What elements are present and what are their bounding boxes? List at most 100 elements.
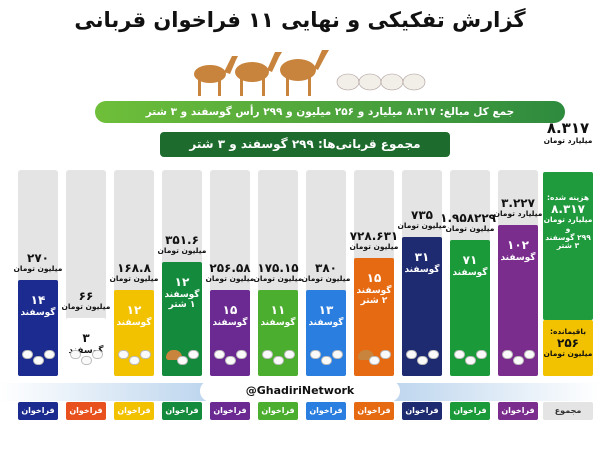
- amount-unit: میلیون تومان: [109, 274, 159, 284]
- animal-icon: [321, 356, 332, 365]
- amount-value: ۳۸۰: [315, 261, 337, 275]
- count-unit: گوسفند: [308, 317, 344, 328]
- amount-unit: میلیون تومان: [253, 274, 303, 284]
- amount-value: ۱۶۸.۸: [117, 261, 151, 275]
- count-unit: گوسفند: [212, 317, 248, 328]
- spent-text: ۲۹۹ گوسفند: [545, 232, 591, 242]
- count-value: ۳: [82, 331, 90, 345]
- count-value: ۱۱: [270, 303, 286, 317]
- amount-value: ۳۵۱.۶: [165, 233, 199, 247]
- column-label: فراخوان ۱: [18, 402, 58, 433]
- spent-text: ۳ شتر: [556, 241, 580, 251]
- animal-icon: [428, 350, 439, 359]
- total-label: مجموع: [543, 402, 593, 420]
- amount: ۱۶۸.۸ میلیون تومان: [108, 261, 160, 284]
- animal-icon: [225, 356, 236, 365]
- column-label: فراخوان ۲: [66, 402, 106, 433]
- animal-icon: [44, 350, 55, 359]
- column-label: فراخوان ۱۰: [450, 402, 490, 433]
- count-unit: گوسفند: [356, 285, 392, 296]
- count-unit: گوسفند: [404, 264, 440, 275]
- amount-unit: میلیون تومان: [445, 224, 495, 234]
- count-value: ۱۳: [318, 303, 334, 317]
- count-value: ۱۲: [174, 275, 190, 289]
- watermark: @GhadiriNetwork: [200, 380, 400, 402]
- amount-unit: میلیون تومان: [349, 242, 399, 252]
- amount-value: ۱۷۵.۱۵: [257, 261, 299, 275]
- amount-value: ۲۵۶.۵۸: [209, 261, 251, 275]
- remaining-text: ۲۵۶: [557, 335, 579, 350]
- count-unit: گوسفند: [20, 307, 56, 318]
- amount-unit: میلیون تومان: [205, 274, 255, 284]
- count-value: ۱۴: [30, 293, 46, 307]
- total-amount: ۸.۳۱۷ میلیارد تومان: [537, 120, 599, 145]
- animal-icon: [22, 350, 33, 359]
- animals-illustration: [194, 50, 426, 96]
- animal-icon: [417, 356, 428, 365]
- animal-icon: [465, 356, 476, 365]
- animal-icon: [166, 350, 182, 360]
- animal-icon: [214, 350, 225, 359]
- amount-value: ۲۷۰: [27, 251, 49, 265]
- animal-icon: [140, 350, 151, 359]
- count-unit: گوسفند: [116, 317, 152, 328]
- amount-value: ۶۶: [78, 289, 94, 303]
- column-label: فراخوان ۱۱: [498, 402, 538, 433]
- column-label: فراخوان ۴: [162, 402, 202, 433]
- amount: ۲۵۶.۵۸ میلیون تومان: [204, 261, 256, 284]
- animal-icon: [513, 356, 524, 365]
- column-label: فراخوان ۶: [258, 402, 298, 433]
- animal-icon: [502, 350, 513, 359]
- count-unit: گوسفند: [452, 267, 488, 278]
- animal-icon: [81, 356, 92, 365]
- column-label: فراخوان ۹: [402, 402, 442, 433]
- count-value: ۷۱: [462, 253, 478, 267]
- spent-text: هزینه شده:: [546, 193, 590, 202]
- animal-icon: [358, 350, 374, 360]
- amount: ۱۷۵.۱۵ میلیون تومان: [252, 261, 304, 284]
- amount-unit: میلیون تومان: [13, 264, 63, 274]
- animal-icon: [177, 356, 188, 365]
- count-value: ۱۲: [126, 303, 142, 317]
- total-amount-unit: میلیارد تومان: [543, 135, 593, 145]
- amount-value: ۷۲۸.۶۳۱: [349, 229, 399, 243]
- count-unit: گوسفند: [68, 345, 104, 356]
- count-unit: ۲ شتر: [360, 296, 388, 307]
- count-unit: ۱ شتر: [168, 300, 196, 311]
- amount: ۷۳۵ میلیون تومان: [396, 208, 448, 231]
- amount: ۳۵۱.۶ میلیون تومان: [156, 233, 208, 255]
- animal-icon: [118, 350, 129, 359]
- animal-icon: [262, 350, 273, 359]
- amount-value: ۷۳۵: [411, 208, 433, 222]
- animal-icon: [92, 350, 103, 359]
- amount-unit: میلیون تومان: [61, 302, 111, 312]
- animal-icon: [369, 356, 380, 365]
- amount: ۱.۹۵۸۲۲۹ میلیون تومان: [440, 211, 496, 234]
- amount-unit: میلیون تومان: [397, 221, 447, 231]
- amount-value: ۱.۹۵۸۲۲۹: [440, 211, 496, 225]
- spent-box: هزینه شده: ۸.۳۱۷ میلیارد تومان و ۲۹۹ گوسفند ۳…: [543, 172, 593, 320]
- column-label: فراخوان ۸: [354, 402, 394, 433]
- count-value: ۱۵: [222, 303, 238, 317]
- sacrifice-banner: مجموع قربانی‌ها: ۲۹۹ گوسفند و ۳ شتر: [160, 132, 450, 157]
- animal-icon: [310, 350, 321, 359]
- title: گزارش تفکیکی و نهایی ۱۱ فراخوان قربانی: [74, 8, 526, 32]
- amount: ۳۸۰ میلیون تومان: [300, 261, 352, 283]
- remaining-text: میلیون تومان: [543, 349, 593, 359]
- animal-icon: [524, 350, 535, 359]
- count-box: ۳ گوسفند: [66, 318, 106, 376]
- remaining-text: باقیمانده:: [549, 327, 587, 336]
- animal-icon: [406, 350, 417, 359]
- amount: ۲۷۰ میلیون تومان: [12, 251, 64, 274]
- column-label: فراخوان ۷: [306, 402, 346, 433]
- spent-text: میلیارد تومان: [543, 215, 593, 225]
- total-banner: جمع کل مبالغ: ۸.۳۱۷ میلیارد و ۲۵۶ میلیون…: [95, 101, 565, 123]
- spent-text: و: [565, 224, 571, 234]
- amount: ۳.۲۲۷ میلیارد تومان: [492, 196, 544, 218]
- animal-icon: [476, 350, 487, 359]
- count-unit: گوسفند: [260, 317, 296, 328]
- total-amount-value: ۸.۳۱۷: [546, 119, 590, 137]
- animal-icon: [188, 350, 199, 359]
- animal-icon: [236, 350, 247, 359]
- count-value: ۳۱: [414, 250, 430, 264]
